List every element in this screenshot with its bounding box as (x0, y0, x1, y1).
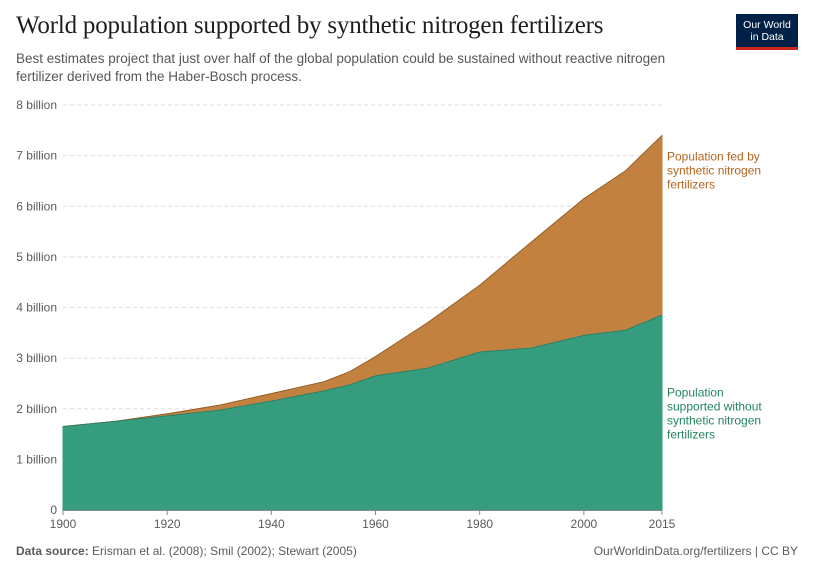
label-fed-by-fertilizers-line: fertilizers (667, 178, 715, 192)
y-tick-label: 3 billion (16, 351, 57, 365)
chart-subtitle: Best estimates project that just over ha… (16, 51, 666, 84)
y-tick-label: 8 billion (16, 98, 57, 112)
area-without-fertilizers[interactable] (62, 314, 663, 511)
label-fed-by-fertilizers-line: synthetic nitrogen (667, 164, 761, 178)
label-fed-by-fertilizers-line: Population fed by (667, 150, 760, 164)
logo-line-2: in Data (750, 31, 784, 43)
source-url[interactable]: OurWorldinData.org/fertilizers | CC BY (593, 544, 798, 558)
line-fed-top (62, 135, 663, 427)
y-tick-label: 6 billion (16, 199, 57, 213)
label-fed-by-fertilizers: Population fed by synthetic nitrogen ferti… (667, 150, 761, 192)
chart-title: World population supported by synthetic … (16, 12, 604, 39)
data-source-label: Data source: (16, 544, 89, 558)
y-tick-label: 5 billion (16, 250, 57, 264)
series-labels: Population fed by synthetic nitrogen ferti… (667, 150, 762, 442)
line-without-top (62, 314, 663, 427)
x-tick-label: 1960 (362, 517, 389, 531)
y-tick-label: 2 billion (16, 402, 57, 416)
logo-line-1: Our World (743, 19, 791, 31)
x-tick-label: 1940 (258, 517, 285, 531)
label-without-fertilizers-line: fertilizers (667, 428, 715, 442)
axes: 0 1 billion 2 billion 3 billion 4 billion 5 b… (16, 98, 675, 531)
label-without-fertilizers-line: synthetic nitrogen (667, 414, 761, 428)
y-tick-label: 1 billion (16, 452, 57, 466)
x-tick-label: 1980 (466, 517, 493, 531)
label-without-fertilizers-line: Population (667, 386, 724, 400)
area-series (62, 134, 663, 511)
data-source-text: Erisman et al. (2008); Smil (2002); Stew… (88, 544, 357, 558)
label-without-fertilizers-line: supported without (667, 400, 762, 414)
x-tick-label: 2015 (649, 517, 676, 531)
label-without-fertilizers: Population supported without synthetic nit… (667, 386, 762, 442)
y-tick-label: 4 billion (16, 301, 57, 315)
x-tick-label: 1920 (154, 517, 181, 531)
y-tick-label: 7 billion (16, 149, 57, 163)
x-tick-label: 2000 (571, 517, 598, 531)
data-source: Data source: Erisman et al. (2008); Smil… (16, 544, 357, 558)
owid-logo[interactable]: Our World in Data (736, 14, 798, 50)
x-tick-label: 1900 (50, 517, 77, 531)
y-tick-label: 0 (50, 503, 57, 517)
